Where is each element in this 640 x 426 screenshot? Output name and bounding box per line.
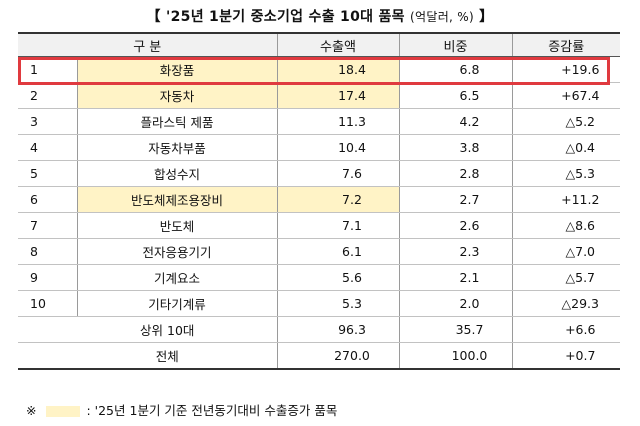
title-close: 】 xyxy=(479,9,494,25)
footnote-text: : '25년 1분기 기준 전년동기대비 수출증가 품목 xyxy=(86,403,338,418)
rank-cell: 2 xyxy=(18,82,78,109)
table-row: 5 합성수지 7.6 2.8 △5.3 xyxy=(18,160,620,187)
summary-row: 전체 270.0 100.0 +0.7 xyxy=(18,342,620,370)
summary-row: 상위 10대 96.3 35.7 +6.6 xyxy=(18,316,620,343)
export-cell: 18.4 xyxy=(276,56,400,83)
change-cell: +67.4 xyxy=(511,82,620,109)
share-cell: 6.5 xyxy=(398,82,513,109)
table-title: 【 '25년 1분기 중소기업 수출 10대 품목 (억달러, %) 】 xyxy=(0,6,640,26)
table-row: 7 반도체 7.1 2.6 △8.6 xyxy=(18,212,620,239)
footnote: ※ : '25년 1분기 기준 전년동기대비 수출증가 품목 xyxy=(26,400,337,419)
item-cell: 화장품 xyxy=(76,56,278,83)
highlight-swatch xyxy=(46,406,81,417)
share-cell: 2.3 xyxy=(398,238,513,265)
change-cell: △7.0 xyxy=(511,238,620,265)
item-cell: 기타기계류 xyxy=(76,290,278,317)
change-cell: +11.2 xyxy=(511,186,620,213)
change-cell: △29.3 xyxy=(511,290,620,317)
header-category: 구 분 xyxy=(18,32,278,57)
rank-cell: 7 xyxy=(18,212,78,239)
export-cell: 6.1 xyxy=(276,238,400,265)
export-cell: 7.2 xyxy=(276,186,400,213)
share-cell: 2.0 xyxy=(398,290,513,317)
item-cell: 자동차 xyxy=(76,82,278,109)
rank-cell: 4 xyxy=(18,134,78,161)
change-cell: △8.6 xyxy=(511,212,620,239)
share-cell: 2.8 xyxy=(398,160,513,187)
rank-cell: 8 xyxy=(18,238,78,265)
header-row: 구 분 수출액 비중 증감률 xyxy=(18,32,620,57)
export-cell: 17.4 xyxy=(276,82,400,109)
export-cell: 11.3 xyxy=(276,108,400,135)
share-cell: 2.7 xyxy=(398,186,513,213)
summary-share-cell: 100.0 xyxy=(398,342,513,370)
summary-change-cell: +6.6 xyxy=(511,316,620,343)
summary-share-cell: 35.7 xyxy=(398,316,513,343)
table-row: 1 화장품 18.4 6.8 +19.6 xyxy=(18,56,620,83)
table-row: 2 자동차 17.4 6.5 +67.4 xyxy=(18,82,620,109)
rank-cell: 6 xyxy=(18,186,78,213)
rank-cell: 3 xyxy=(18,108,78,135)
export-cell: 7.1 xyxy=(276,212,400,239)
change-cell: △0.4 xyxy=(511,134,620,161)
header-export: 수출액 xyxy=(276,32,400,57)
table-row: 8 전자응용기기 6.1 2.3 △7.0 xyxy=(18,238,620,265)
header-change: 증감률 xyxy=(511,32,620,57)
export-cell: 7.6 xyxy=(276,160,400,187)
share-cell: 4.2 xyxy=(398,108,513,135)
summary-export-cell: 96.3 xyxy=(276,316,400,343)
export-cell: 10.4 xyxy=(276,134,400,161)
table-row: 9 기계요소 5.6 2.1 △5.7 xyxy=(18,264,620,291)
title-main: 【 '25년 1분기 중소기업 수출 10대 품목 xyxy=(146,9,405,25)
table-row: 6 반도체제조용장비 7.2 2.7 +11.2 xyxy=(18,186,620,213)
title-unit: (억달러, %) xyxy=(410,10,474,24)
item-cell: 합성수지 xyxy=(76,160,278,187)
export-cell: 5.3 xyxy=(276,290,400,317)
share-cell: 2.1 xyxy=(398,264,513,291)
share-cell: 2.6 xyxy=(398,212,513,239)
summary-label-cell: 상위 10대 xyxy=(18,316,278,343)
item-cell: 자동차부품 xyxy=(76,134,278,161)
summary-change-cell: +0.7 xyxy=(511,342,620,370)
summary-label-cell: 전체 xyxy=(18,342,278,370)
rank-cell: 9 xyxy=(18,264,78,291)
change-cell: △5.2 xyxy=(511,108,620,135)
header-share: 비중 xyxy=(398,32,513,57)
summary-export-cell: 270.0 xyxy=(276,342,400,370)
rank-cell: 1 xyxy=(18,56,78,83)
rank-cell: 5 xyxy=(18,160,78,187)
footnote-mark: ※ xyxy=(26,403,37,418)
rank-cell: 10 xyxy=(18,290,78,317)
item-cell: 반도체 xyxy=(76,212,278,239)
item-cell: 반도체제조용장비 xyxy=(76,186,278,213)
change-cell: △5.7 xyxy=(511,264,620,291)
export-table: 구 분 수출액 비중 증감률 1 화장품 18.4 6.8 +19.6 2 자동차 17.4 6… xyxy=(18,32,620,370)
item-cell: 전자응용기기 xyxy=(76,238,278,265)
table-row: 3 플라스틱 제품 11.3 4.2 △5.2 xyxy=(18,108,620,135)
table-row: 10 기타기계류 5.3 2.0 △29.3 xyxy=(18,290,620,317)
table-row: 4 자동차부품 10.4 3.8 △0.4 xyxy=(18,134,620,161)
export-cell: 5.6 xyxy=(276,264,400,291)
change-cell: △5.3 xyxy=(511,160,620,187)
item-cell: 플라스틱 제품 xyxy=(76,108,278,135)
share-cell: 3.8 xyxy=(398,134,513,161)
change-cell: +19.6 xyxy=(511,56,620,83)
item-cell: 기계요소 xyxy=(76,264,278,291)
share-cell: 6.8 xyxy=(398,56,513,83)
